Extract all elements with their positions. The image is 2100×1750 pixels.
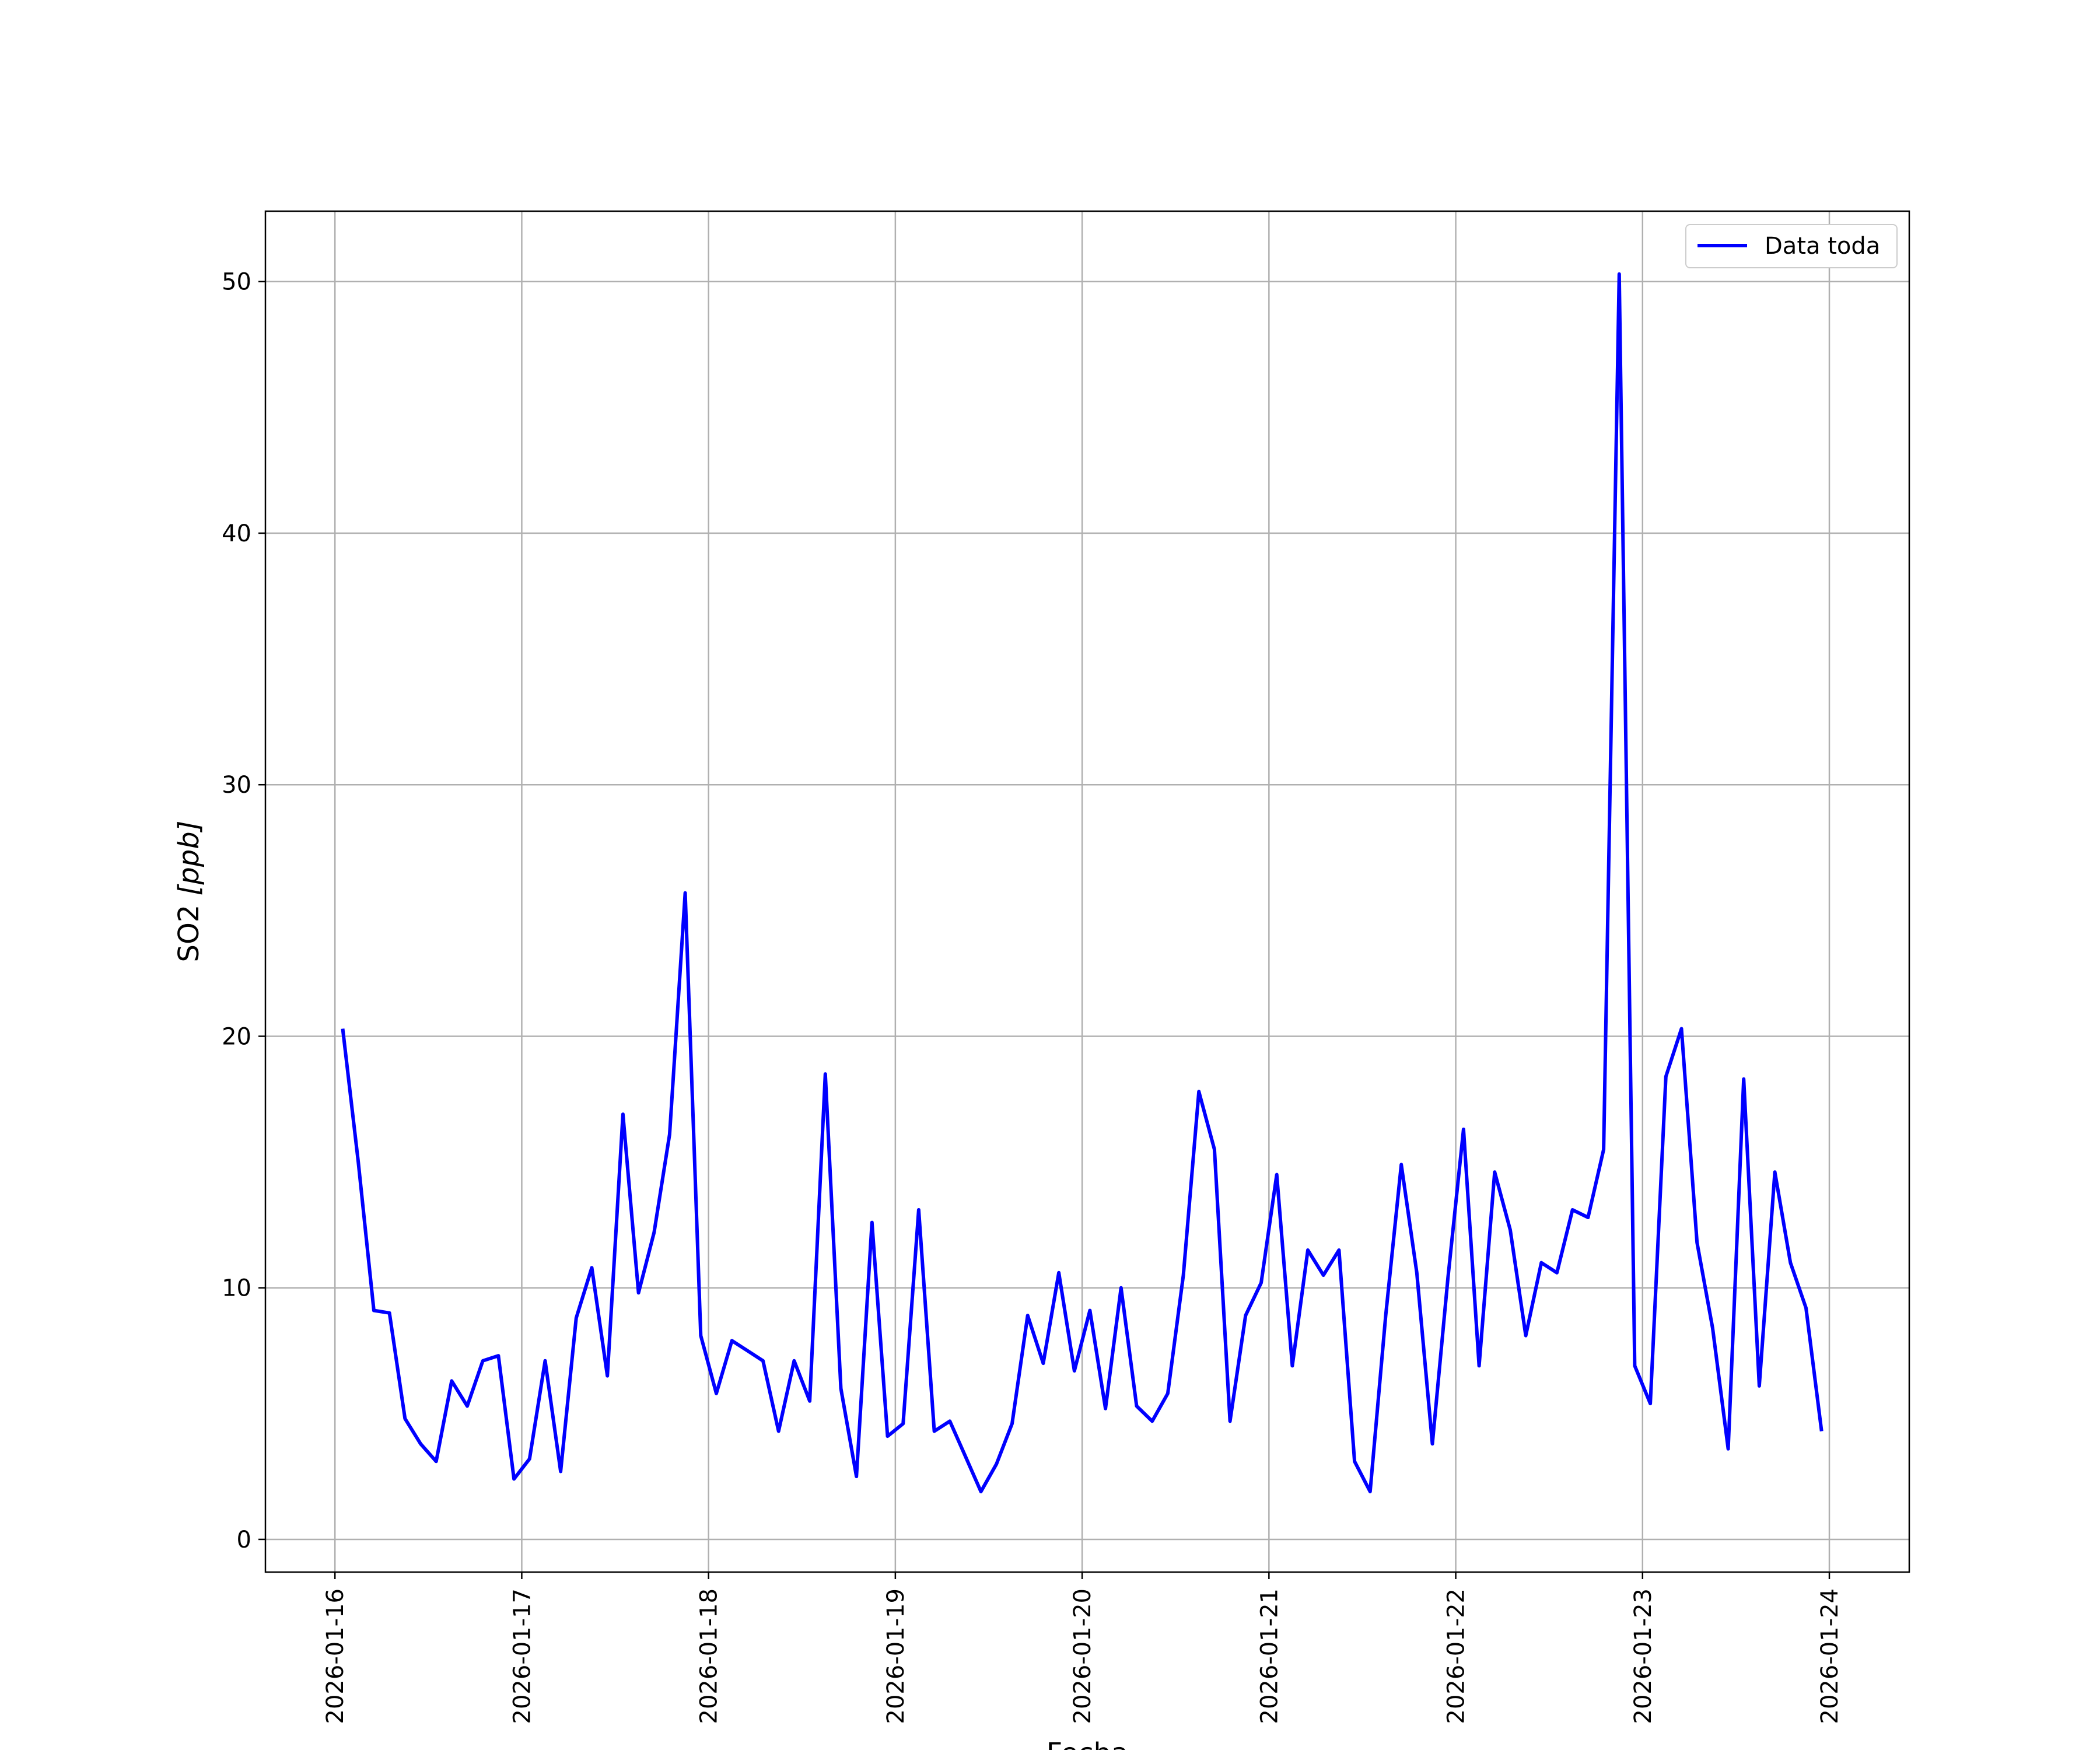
y-tick-label: 10 <box>222 1275 251 1302</box>
y-tick-label: 40 <box>222 520 251 547</box>
y-tick-label: 0 <box>237 1527 251 1553</box>
x-tick-label: 2026-01-17 <box>509 1588 536 1724</box>
legend-box <box>1685 224 1898 268</box>
x-tick-label: 2026-01-20 <box>1069 1588 1096 1724</box>
plot-area <box>265 211 1909 1572</box>
y-axis-label: SO2 [ppb] <box>173 821 205 963</box>
grid <box>265 211 1909 1572</box>
x-tick-label: 2026-01-16 <box>322 1588 349 1724</box>
x-tick-label: 2026-01-18 <box>696 1588 723 1724</box>
x-axis-label: Fecha <box>1046 1737 1129 1750</box>
y-tick-label: 30 <box>222 772 251 799</box>
y-tick-label: 20 <box>222 1023 251 1050</box>
y-tick-label: 50 <box>222 269 251 296</box>
x-tick-label: 2026-01-22 <box>1443 1588 1470 1724</box>
x-tick-label: 2026-01-23 <box>1630 1588 1657 1724</box>
plot-frame <box>264 210 1910 1573</box>
x-tick-label: 2026-01-24 <box>1817 1588 1843 1724</box>
axis-ticks: 0 10 20 30 40 50 2026-01-16 2026-01-17 2026-01-1… <box>222 269 1843 1724</box>
y-axis-label-main: SO2 <box>173 895 205 962</box>
legend: Data toda <box>1685 224 1898 268</box>
y-axis-label-unit: [ppb] <box>173 821 205 896</box>
x-tick-label: 2026-01-21 <box>1256 1588 1283 1724</box>
legend-label: Data toda <box>1765 233 1880 260</box>
series-layer <box>341 272 1824 1493</box>
x-tick-label: 2026-01-19 <box>883 1588 909 1724</box>
series-line <box>341 272 1824 1493</box>
